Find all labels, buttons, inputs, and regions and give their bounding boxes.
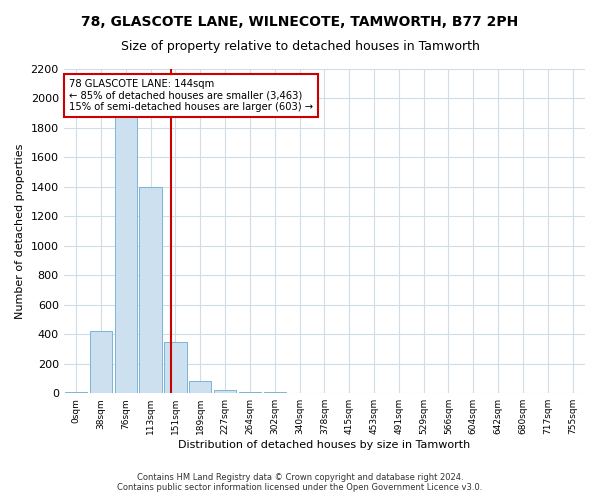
Bar	[65, 392, 87, 393]
Bar	[139, 187, 162, 393]
Bar	[239, 392, 261, 393]
Bar	[189, 382, 211, 393]
Text: Contains HM Land Registry data © Crown copyright and database right 2024.
Contai: Contains HM Land Registry data © Crown c…	[118, 473, 482, 492]
Bar	[263, 392, 286, 393]
Text: 78 GLASCOTE LANE: 144sqm
← 85% of detached houses are smaller (3,463)
15% of sem: 78 GLASCOTE LANE: 144sqm ← 85% of detach…	[69, 78, 313, 112]
Bar	[90, 332, 112, 393]
Bar	[164, 342, 187, 393]
Bar	[115, 113, 137, 393]
Y-axis label: Number of detached properties: Number of detached properties	[15, 144, 25, 319]
Text: 78, GLASCOTE LANE, WILNECOTE, TAMWORTH, B77 2PH: 78, GLASCOTE LANE, WILNECOTE, TAMWORTH, …	[82, 15, 518, 29]
Bar	[214, 390, 236, 393]
X-axis label: Distribution of detached houses by size in Tamworth: Distribution of detached houses by size …	[178, 440, 470, 450]
Text: Size of property relative to detached houses in Tamworth: Size of property relative to detached ho…	[121, 40, 479, 53]
